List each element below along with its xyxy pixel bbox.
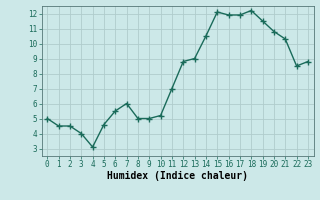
X-axis label: Humidex (Indice chaleur): Humidex (Indice chaleur) <box>107 171 248 181</box>
